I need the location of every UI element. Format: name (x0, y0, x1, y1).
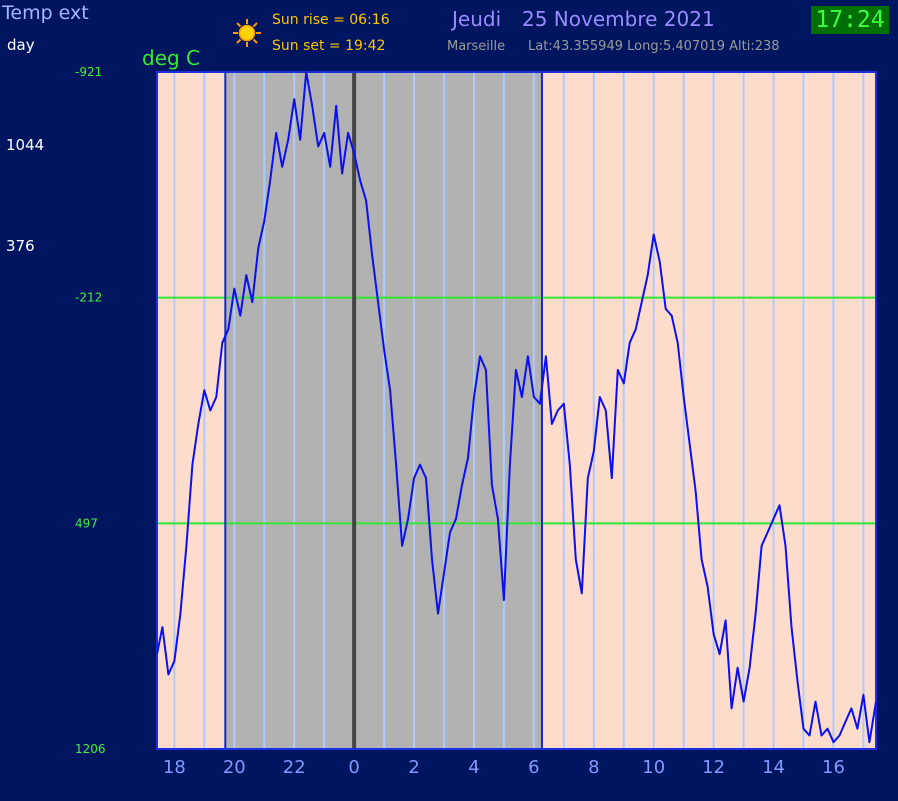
sunset-label: Sun set = 19:42 (272, 38, 386, 54)
chart-grid (173, 72, 865, 749)
y-tick-label: 1206 (75, 742, 106, 756)
y-tick-label: -212 (75, 291, 102, 305)
temperature-series-line (156, 71, 877, 744)
x-tick-label: 14 (762, 757, 785, 778)
x-tick-label: 8 (588, 757, 599, 778)
chart-background (157, 72, 876, 749)
x-tick-label: 6 (528, 757, 539, 778)
sidebar-day-label: day (7, 36, 35, 54)
chart-x-labels: 18 20 22 0 2 4 6 8 10 12 14 16 (163, 757, 845, 778)
chart-reference-lines (157, 296, 876, 525)
sidebar-value-1: 1044 (6, 136, 45, 154)
location-coords: Lat:43.355949 Long:5.407019 Alti:238 (528, 39, 780, 54)
x-tick-label: 22 (283, 757, 306, 778)
page-title: Temp ext (2, 2, 89, 24)
x-tick-label: 10 (642, 757, 665, 778)
y-axis-unit: deg C (142, 46, 201, 70)
chart-markers (156, 71, 877, 750)
x-tick-label: 18 (163, 757, 186, 778)
sidebar-value-2: 376 (6, 237, 35, 255)
x-tick-label: 20 (223, 757, 246, 778)
y-tick-label: 497 (75, 516, 98, 530)
x-tick-label: 16 (822, 757, 845, 778)
x-tick-label: 4 (468, 757, 479, 778)
date-full: 25 Novembre 2021 (522, 7, 715, 31)
location-name: Marseille (447, 39, 506, 54)
sun-icon (233, 19, 261, 47)
chart-series (156, 71, 877, 744)
date-weekday: Jeudi (452, 7, 502, 31)
plot-frame (156, 71, 877, 750)
chart-y-labels: -921 -212 497 1206 (75, 65, 106, 756)
sunrise-label: Sun rise = 06:16 (272, 12, 390, 28)
x-tick-label: 2 (408, 757, 419, 778)
clock: 17:24 (811, 6, 889, 34)
x-tick-label: 12 (702, 757, 725, 778)
y-tick-label: -921 (75, 65, 102, 79)
x-tick-label: 0 (348, 757, 359, 778)
